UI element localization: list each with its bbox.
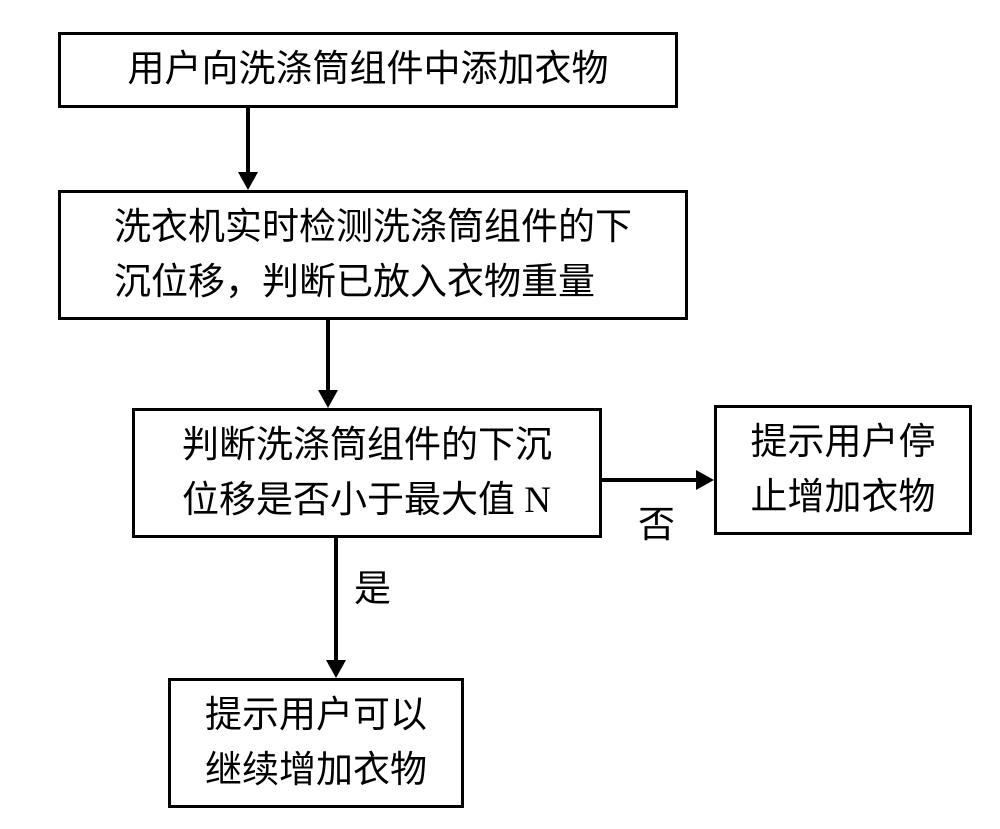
flow-node-add-clothes: 用户向洗涤筒组件中添加衣物 — [58, 32, 678, 108]
node-text: 用户向洗涤筒组件中添加衣物 — [128, 42, 609, 98]
edge-1-2 — [246, 108, 250, 174]
edge-1-2-arrowhead — [238, 172, 258, 190]
edge-2-3 — [326, 320, 330, 392]
flow-node-continue-adding: 提示用户可以 继续增加衣物 — [168, 678, 464, 808]
flow-node-stop-adding: 提示用户停 止增加衣物 — [714, 405, 972, 535]
edge-label-yes: 是 — [350, 556, 395, 614]
edge-label-no: 否 — [634, 492, 679, 550]
node-text-line1: 判断洗涤筒组件的下沉 — [182, 418, 552, 474]
node-text-line1: 洗衣机实时检测洗涤筒组件的下 — [114, 200, 632, 256]
edge-2-3-arrowhead — [318, 390, 338, 408]
node-text-line2: 沉位移，判断已放入衣物重量 — [114, 255, 632, 311]
edge-3-5-arrowhead — [326, 660, 346, 678]
flow-node-detect-displacement: 洗衣机实时检测洗涤筒组件的下 沉位移，判断已放入衣物重量 — [58, 190, 688, 320]
node-text-line1: 提示用户停 — [751, 415, 936, 471]
flow-node-decision-displacement: 判断洗涤筒组件的下沉 位移是否小于最大值 N — [132, 408, 602, 538]
node-text-line1: 提示用户可以 — [205, 688, 427, 744]
node-text-line2: 继续增加衣物 — [205, 743, 427, 799]
edge-3-5 — [334, 538, 338, 662]
edge-3-4-arrowhead — [696, 470, 714, 490]
edge-3-4 — [602, 478, 698, 482]
node-text-line2: 止增加衣物 — [751, 470, 936, 526]
node-text-line2: 位移是否小于最大值 N — [182, 473, 552, 529]
